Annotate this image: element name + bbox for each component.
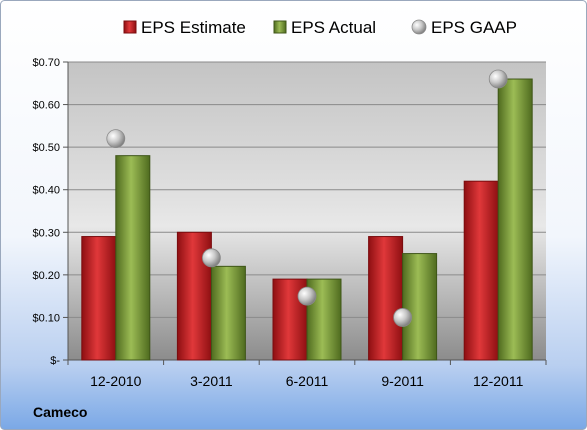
legend-swatch	[273, 20, 287, 34]
legend-swatch	[411, 19, 427, 35]
x-tick-label: 3-2011	[190, 373, 233, 389]
bar-eps-estimate	[368, 236, 404, 361]
company-label: Cameco	[33, 404, 87, 420]
y-tick-label: $0.20	[32, 270, 60, 282]
x-tick-label: 12-2010	[90, 373, 142, 389]
bar-eps-estimate	[81, 236, 117, 361]
y-tick-label: $0.10	[32, 312, 60, 324]
bar-eps-actual	[402, 253, 438, 361]
legend: EPS Estimate EPS Actual EPS GAAP	[123, 18, 517, 37]
y-tick-label: $-	[50, 355, 60, 367]
y-tick-label: $0.60	[32, 100, 60, 112]
legend-label: EPS Actual	[291, 18, 376, 37]
y-axis: $- $0.10 $0.20 $0.30 $0.40 $0.50 $0.60 $0.70	[32, 57, 546, 367]
legend-label: EPS GAAP	[431, 18, 517, 37]
bar-eps-estimate	[463, 180, 499, 361]
gaap-points	[106, 69, 508, 327]
point-eps-gaap	[297, 286, 317, 306]
y-tick-label: $0.50	[32, 142, 60, 154]
point-eps-gaap	[488, 69, 508, 89]
point-eps-gaap	[201, 248, 221, 268]
x-tick-label: 6-2011	[286, 373, 329, 389]
x-tick-label: 12-2011	[473, 373, 524, 389]
bar-eps-actual	[497, 78, 533, 361]
point-eps-gaap	[393, 308, 413, 327]
y-tick-label: $0.40	[32, 185, 60, 197]
legend-label: EPS Estimate	[141, 18, 246, 37]
bar-eps-actual	[210, 265, 246, 361]
y-tick-label: $0.30	[32, 227, 60, 239]
legend-swatch	[123, 20, 137, 34]
bar-eps-actual	[115, 155, 151, 361]
x-tick-label: 9-2011	[381, 373, 424, 389]
y-tick-label: $0.70	[32, 57, 60, 69]
x-axis: 12-2010 3-2011 6-2011 9-2011 12-2011	[67, 360, 547, 389]
point-eps-gaap	[106, 129, 126, 149]
